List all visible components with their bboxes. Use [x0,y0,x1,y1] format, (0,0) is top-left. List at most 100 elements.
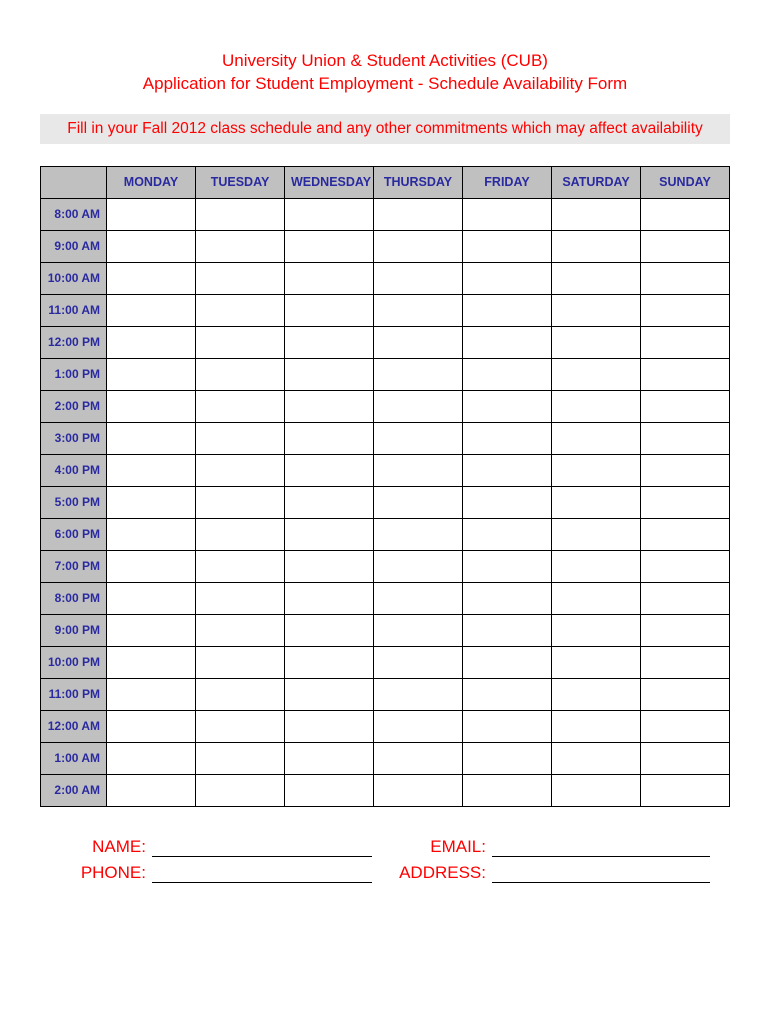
schedule-cell[interactable] [196,422,285,454]
schedule-cell[interactable] [463,294,552,326]
schedule-cell[interactable] [641,422,730,454]
schedule-cell[interactable] [196,294,285,326]
schedule-cell[interactable] [552,646,641,678]
schedule-cell[interactable] [374,390,463,422]
schedule-cell[interactable] [285,326,374,358]
schedule-cell[interactable] [107,774,196,806]
schedule-cell[interactable] [285,646,374,678]
schedule-cell[interactable] [196,646,285,678]
schedule-cell[interactable] [641,486,730,518]
schedule-cell[interactable] [641,518,730,550]
schedule-cell[interactable] [196,774,285,806]
schedule-cell[interactable] [374,710,463,742]
schedule-cell[interactable] [552,742,641,774]
schedule-cell[interactable] [285,582,374,614]
schedule-cell[interactable] [285,774,374,806]
schedule-cell[interactable] [107,486,196,518]
schedule-cell[interactable] [196,454,285,486]
schedule-cell[interactable] [463,198,552,230]
schedule-cell[interactable] [552,454,641,486]
schedule-cell[interactable] [374,326,463,358]
schedule-cell[interactable] [463,358,552,390]
schedule-cell[interactable] [552,230,641,262]
schedule-cell[interactable] [107,710,196,742]
schedule-cell[interactable] [196,262,285,294]
schedule-cell[interactable] [463,742,552,774]
schedule-cell[interactable] [641,390,730,422]
schedule-cell[interactable] [374,454,463,486]
schedule-cell[interactable] [196,390,285,422]
schedule-cell[interactable] [552,262,641,294]
schedule-cell[interactable] [463,486,552,518]
schedule-cell[interactable] [641,198,730,230]
schedule-cell[interactable] [552,294,641,326]
schedule-cell[interactable] [196,518,285,550]
schedule-cell[interactable] [641,614,730,646]
schedule-cell[interactable] [463,262,552,294]
schedule-cell[interactable] [374,230,463,262]
schedule-cell[interactable] [374,422,463,454]
schedule-cell[interactable] [196,710,285,742]
schedule-cell[interactable] [552,198,641,230]
schedule-cell[interactable] [374,486,463,518]
schedule-cell[interactable] [552,518,641,550]
schedule-cell[interactable] [196,678,285,710]
schedule-cell[interactable] [196,198,285,230]
address-input-line[interactable] [492,863,710,883]
schedule-cell[interactable] [463,518,552,550]
schedule-cell[interactable] [107,230,196,262]
schedule-cell[interactable] [285,198,374,230]
schedule-cell[interactable] [285,390,374,422]
schedule-cell[interactable] [641,262,730,294]
schedule-cell[interactable] [285,230,374,262]
schedule-cell[interactable] [374,742,463,774]
schedule-cell[interactable] [374,678,463,710]
schedule-cell[interactable] [641,742,730,774]
schedule-cell[interactable] [285,710,374,742]
schedule-cell[interactable] [285,678,374,710]
schedule-cell[interactable] [641,774,730,806]
schedule-cell[interactable] [463,422,552,454]
schedule-cell[interactable] [196,486,285,518]
schedule-cell[interactable] [285,742,374,774]
schedule-cell[interactable] [107,198,196,230]
schedule-cell[interactable] [374,774,463,806]
schedule-cell[interactable] [285,614,374,646]
schedule-cell[interactable] [107,550,196,582]
schedule-cell[interactable] [107,390,196,422]
schedule-cell[interactable] [196,742,285,774]
name-input-line[interactable] [152,837,372,857]
schedule-cell[interactable] [107,294,196,326]
schedule-cell[interactable] [463,582,552,614]
phone-input-line[interactable] [152,863,372,883]
schedule-cell[interactable] [463,774,552,806]
schedule-cell[interactable] [641,710,730,742]
schedule-cell[interactable] [374,582,463,614]
schedule-cell[interactable] [552,422,641,454]
schedule-cell[interactable] [196,230,285,262]
schedule-cell[interactable] [374,358,463,390]
schedule-cell[interactable] [552,486,641,518]
schedule-cell[interactable] [107,358,196,390]
email-input-line[interactable] [492,837,710,857]
schedule-cell[interactable] [374,646,463,678]
schedule-cell[interactable] [107,326,196,358]
schedule-cell[interactable] [374,294,463,326]
schedule-cell[interactable] [285,518,374,550]
schedule-cell[interactable] [463,550,552,582]
schedule-cell[interactable] [196,550,285,582]
schedule-cell[interactable] [552,390,641,422]
schedule-cell[interactable] [463,230,552,262]
schedule-cell[interactable] [285,294,374,326]
schedule-cell[interactable] [552,710,641,742]
schedule-cell[interactable] [463,678,552,710]
schedule-cell[interactable] [285,550,374,582]
schedule-cell[interactable] [374,518,463,550]
schedule-cell[interactable] [463,454,552,486]
schedule-cell[interactable] [641,646,730,678]
schedule-cell[interactable] [641,326,730,358]
schedule-cell[interactable] [107,454,196,486]
schedule-cell[interactable] [641,358,730,390]
schedule-cell[interactable] [285,262,374,294]
schedule-cell[interactable] [107,678,196,710]
